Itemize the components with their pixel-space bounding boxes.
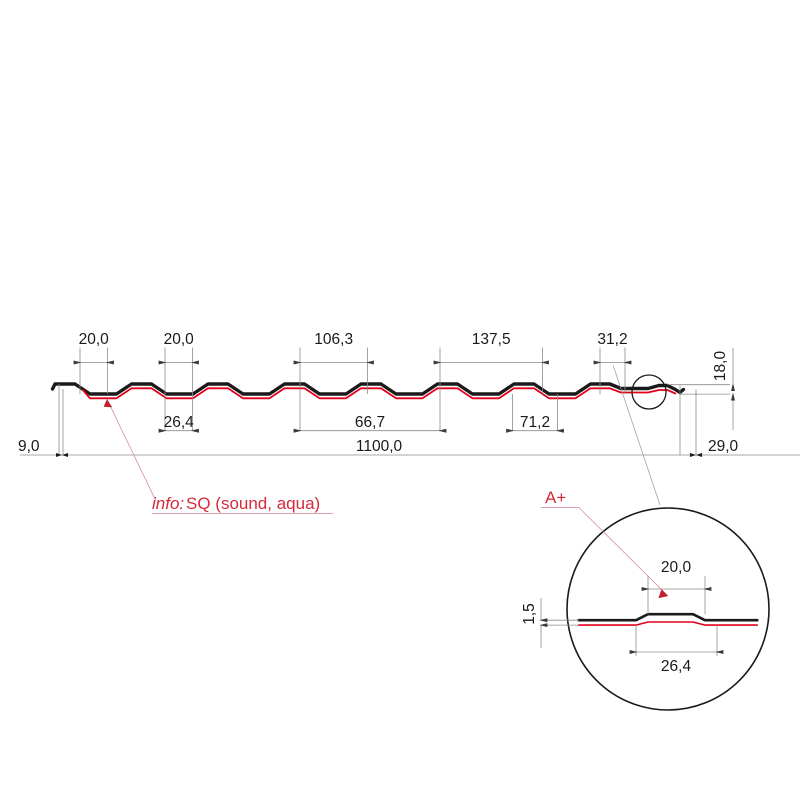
svg-text:137,5: 137,5 [472,331,511,348]
svg-text:29,0: 29,0 [708,438,739,455]
svg-text:66,7: 66,7 [355,414,385,431]
svg-text:31,2: 31,2 [597,331,627,348]
svg-text:9,0: 9,0 [18,438,40,455]
svg-text:26,4: 26,4 [661,658,692,675]
svg-text:1100,0: 1100,0 [356,438,403,455]
svg-text:1,5: 1,5 [521,603,538,625]
svg-text:info:: info: [152,494,184,513]
svg-text:20,0: 20,0 [79,331,110,348]
svg-text:20,0: 20,0 [661,559,692,576]
svg-text:A+: A+ [545,488,566,507]
svg-text:71,2: 71,2 [520,414,550,431]
svg-text:106,3: 106,3 [314,331,353,348]
svg-text:SQ (sound, aqua): SQ (sound, aqua) [186,494,320,513]
svg-text:20,0: 20,0 [164,331,195,348]
svg-text:18,0: 18,0 [712,351,729,382]
svg-text:26,4: 26,4 [164,414,195,431]
